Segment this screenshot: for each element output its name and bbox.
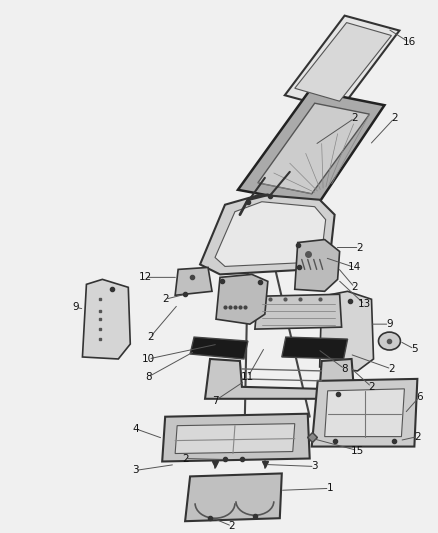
Text: 14: 14 <box>348 262 361 272</box>
Text: 9: 9 <box>72 302 79 312</box>
Text: 3: 3 <box>132 465 138 475</box>
Text: 2: 2 <box>147 332 154 342</box>
Polygon shape <box>325 389 404 437</box>
Polygon shape <box>285 15 399 110</box>
Text: 4: 4 <box>132 424 138 434</box>
Text: 2: 2 <box>388 364 395 374</box>
Polygon shape <box>175 424 295 454</box>
Polygon shape <box>295 22 392 101</box>
Polygon shape <box>185 473 282 521</box>
Polygon shape <box>258 103 370 194</box>
Text: 3: 3 <box>311 462 318 472</box>
Polygon shape <box>295 239 339 292</box>
Polygon shape <box>320 292 374 371</box>
Polygon shape <box>312 379 417 447</box>
Text: 12: 12 <box>138 272 152 282</box>
Text: 15: 15 <box>351 446 364 456</box>
Text: 6: 6 <box>416 392 423 402</box>
Text: 1: 1 <box>326 483 333 494</box>
Ellipse shape <box>378 332 400 350</box>
Text: 2: 2 <box>229 521 235 531</box>
Text: 2: 2 <box>162 294 169 304</box>
Text: 8: 8 <box>145 372 152 382</box>
Polygon shape <box>282 337 348 359</box>
Text: 2: 2 <box>356 243 363 253</box>
Text: 8: 8 <box>341 364 348 374</box>
Polygon shape <box>190 337 248 359</box>
Text: 2: 2 <box>351 113 358 123</box>
Polygon shape <box>82 279 130 359</box>
Polygon shape <box>205 359 355 399</box>
Text: 5: 5 <box>411 344 418 354</box>
Text: 13: 13 <box>358 299 371 309</box>
Polygon shape <box>162 414 310 462</box>
Text: 10: 10 <box>141 354 155 364</box>
Polygon shape <box>215 201 326 266</box>
Polygon shape <box>175 268 212 295</box>
Text: 16: 16 <box>403 37 416 47</box>
Text: 2: 2 <box>182 454 188 464</box>
Text: 9: 9 <box>386 319 393 329</box>
Text: 2: 2 <box>391 113 398 123</box>
Polygon shape <box>255 294 342 329</box>
Text: 2: 2 <box>414 432 420 442</box>
Polygon shape <box>200 195 335 274</box>
Text: 7: 7 <box>212 396 218 406</box>
Text: 2: 2 <box>351 282 358 292</box>
Polygon shape <box>238 90 385 205</box>
Text: 2: 2 <box>368 382 375 392</box>
Text: 11: 11 <box>241 372 254 382</box>
Polygon shape <box>216 274 268 324</box>
